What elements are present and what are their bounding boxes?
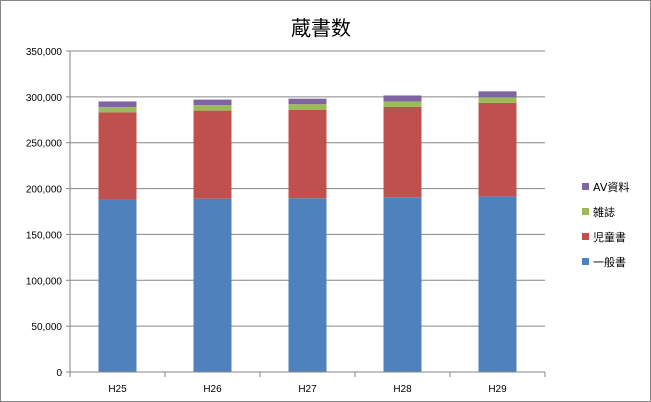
legend-label: 児童書 [593,230,626,244]
bar-segment [98,112,137,200]
axes: 0 50,000 100,000 150,000 200,000 250,000 300,0… [26,47,546,395]
bar-segment [288,104,327,110]
y-tick-label: 200,000 [26,185,63,196]
bar-segment [478,91,517,98]
legend-label: 雑誌 [593,205,615,219]
bar-segment [288,198,327,372]
bar-segment [383,197,422,372]
legend-swatch [582,183,589,190]
y-tick-label: 0 [56,368,62,379]
legend-swatch [582,258,589,265]
bar-segment [383,101,422,107]
x-tick-label: H27 [298,384,317,395]
bar-segment [478,97,517,103]
y-tick-label: 250,000 [26,139,63,150]
chart-title: 蔵書数 [291,16,351,40]
y-tick-label: 300,000 [26,93,63,104]
x-tick-label: H29 [488,384,507,395]
x-tick-label: H28 [393,384,412,395]
legend-swatch [582,233,589,240]
bar-segment [98,106,137,113]
bar-segment [193,99,232,106]
bar-segment [383,95,422,102]
bar-segment [193,110,232,199]
bar-segment [288,109,327,199]
x-tick-label: H26 [203,384,222,395]
x-tick-label: H25 [108,384,127,395]
bar-segment [288,98,327,105]
y-tick-label: 100,000 [26,276,63,287]
bar-segment [383,106,422,198]
legend-label: AV資料 [593,180,629,194]
y-tick-label: 150,000 [26,230,63,241]
bar-segment [478,102,517,197]
y-tick-label: 50,000 [31,322,62,333]
bars [98,91,517,372]
y-tick-label: 350,000 [26,47,63,58]
legend-label: 一般書 [593,255,626,269]
bar-segment [478,196,517,372]
bar-segment [98,199,137,372]
bar-segment [193,105,232,111]
bar-segment [98,101,137,107]
legend-swatch [582,208,589,215]
bar-segment [193,198,232,372]
